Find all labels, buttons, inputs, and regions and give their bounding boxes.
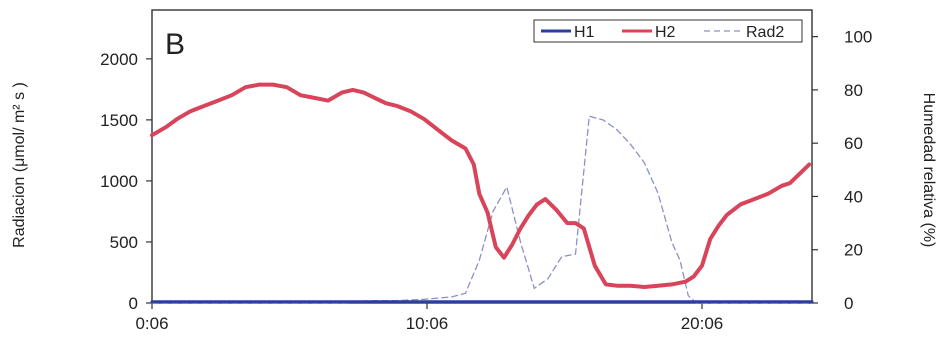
- x-tick-label: 20:06: [681, 314, 724, 333]
- series-line-h2: [150, 82, 812, 289]
- x-tick-label: 0:06: [135, 314, 168, 333]
- left-tick-label: 500: [110, 233, 138, 252]
- left-axis-title: Radiacion (μmol/ m² s ): [11, 82, 28, 248]
- x-axis-ticks: 0:06 10:06 20:06: [135, 303, 723, 333]
- plot-frame: [151, 9, 813, 304]
- right-tick-label: 20: [844, 241, 863, 260]
- right-axis-title: Humedad relativa (%): [920, 93, 937, 248]
- legend-label-rad2: Rad2: [746, 24, 784, 41]
- left-axis-ticks: 0 500 1000 1500 2000: [100, 50, 152, 313]
- legend-label-h1: H1: [574, 24, 595, 41]
- series-line-rad2: [151, 115, 813, 304]
- left-tick-label: 2000: [100, 50, 138, 69]
- left-tick-label: 1500: [100, 111, 138, 130]
- right-tick-label: 0: [844, 294, 853, 313]
- left-tick-label: 0: [129, 294, 138, 313]
- panel-label: B: [165, 28, 185, 61]
- legend-label-h2: H2: [655, 24, 676, 41]
- legend-box: [533, 19, 803, 43]
- x-tick-label: 10:06: [406, 314, 449, 333]
- legend: H1 H2 Rad2: [533, 19, 803, 43]
- right-tick-label: 80: [844, 81, 863, 100]
- series-layer: [150, 82, 814, 304]
- right-tick-label: 40: [844, 187, 863, 206]
- right-tick-label: 60: [844, 134, 863, 153]
- right-axis-ticks: 0 20 40 60 80 100: [812, 28, 872, 313]
- right-tick-label: 100: [844, 28, 872, 47]
- left-tick-label: 1000: [100, 172, 138, 191]
